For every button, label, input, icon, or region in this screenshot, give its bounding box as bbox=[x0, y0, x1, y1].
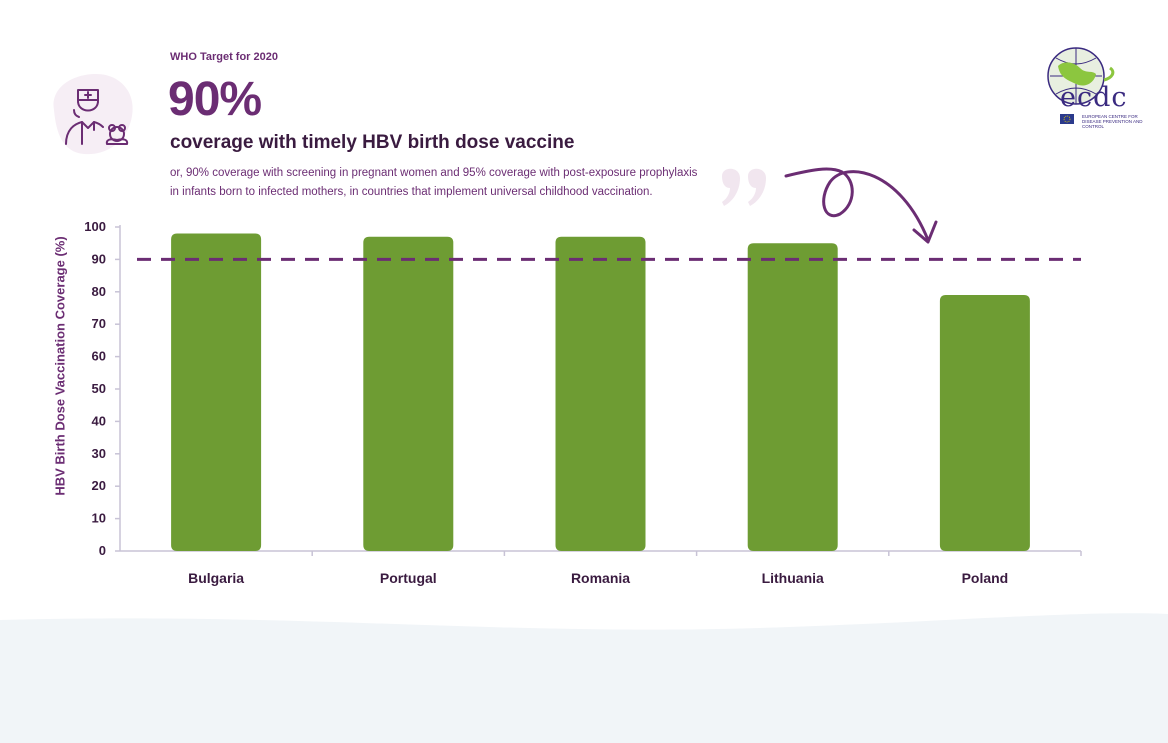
x-tick-label: Romania bbox=[571, 570, 630, 586]
target-percentage: 90% bbox=[168, 73, 262, 126]
y-tick-label: 60 bbox=[92, 349, 106, 364]
curved-arrow-icon bbox=[784, 167, 938, 244]
y-tick-label: 100 bbox=[84, 219, 106, 234]
y-tick-label: 0 bbox=[99, 543, 106, 558]
y-tick-label: 70 bbox=[92, 316, 106, 331]
target-kicker: WHO Target for 2020 bbox=[170, 51, 278, 63]
subtext-line-1: or, 90% coverage with screening in pregn… bbox=[170, 167, 698, 179]
y-tick-label: 90 bbox=[92, 251, 106, 266]
x-tick-label: Poland bbox=[962, 570, 1009, 586]
y-tick-label: 20 bbox=[92, 478, 106, 493]
bar-bulgaria bbox=[171, 233, 262, 552]
y-tick-label: 10 bbox=[92, 511, 106, 526]
nurse-with-teddy-bear-icon bbox=[53, 74, 133, 155]
bar-lithuania bbox=[747, 243, 838, 551]
logo-wordmark: ecdc bbox=[1060, 82, 1128, 113]
bar-romania bbox=[555, 236, 646, 551]
target-subtext: or, 90% coverage with screening in pregn… bbox=[170, 164, 730, 202]
target-headline: coverage with timely HBV birth dose vacc… bbox=[170, 132, 575, 153]
y-tick-label: 80 bbox=[92, 284, 106, 299]
subtext-line-2: in infants born to infected mothers, in … bbox=[170, 186, 653, 198]
bar-portugal bbox=[363, 236, 454, 551]
quotation-mark-icon bbox=[722, 168, 766, 206]
ecdc-logo bbox=[1047, 47, 1115, 124]
x-tick-label: Bulgaria bbox=[188, 570, 244, 586]
y-axis-title: HBV Birth Dose Vaccination Coverage (%) bbox=[52, 236, 68, 496]
logo-subtitle: EUROPEAN CENTRE FOR DISEASE PREVENTION A… bbox=[1082, 114, 1143, 129]
x-tick-label: Lithuania bbox=[762, 570, 824, 586]
y-tick-label: 40 bbox=[92, 413, 106, 428]
bar-poland bbox=[939, 295, 1030, 551]
y-tick-label: 50 bbox=[92, 381, 106, 396]
y-tick-label: 30 bbox=[92, 446, 106, 461]
x-tick-label: Portugal bbox=[380, 570, 437, 586]
